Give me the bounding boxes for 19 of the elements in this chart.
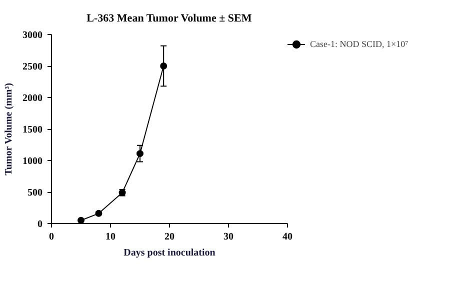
legend-label: Case-1: NOD SCID, 1×10⁷ xyxy=(310,39,408,49)
y-tick-label: 0 xyxy=(38,219,42,230)
x-tick-label: 0 xyxy=(49,232,54,242)
y-tick-label: 2000 xyxy=(22,93,42,104)
point xyxy=(78,216,84,224)
x-tick-label: 20 xyxy=(164,232,174,242)
x-axis-title: Days post inoculation xyxy=(124,248,216,258)
y-tick-label: 1500 xyxy=(22,124,42,136)
point xyxy=(160,62,168,70)
x-tick-label: 40 xyxy=(282,232,292,242)
y-axis-title: Tumor Volume (mm³) xyxy=(4,82,14,176)
chart-title: L-363 Mean Tumor Volume ± SEM xyxy=(86,12,252,24)
x-tick-label: 10 xyxy=(106,232,116,242)
point xyxy=(136,150,144,158)
y-tick-label: 3000 xyxy=(22,30,42,41)
x-tick-label: 30 xyxy=(224,232,234,242)
y-tick-label: 1000 xyxy=(22,156,42,167)
y-tick-label: 2500 xyxy=(22,62,42,72)
y-tick-label: 500 xyxy=(28,188,42,198)
